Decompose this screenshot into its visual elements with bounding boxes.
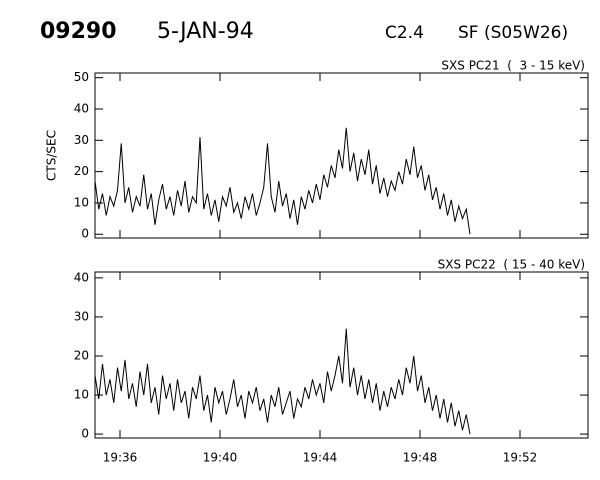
y-tick-label: 10 <box>74 195 89 209</box>
count-rate-line <box>94 328 471 435</box>
x-tick-label: 19:40 <box>203 451 238 465</box>
y-tick-label: 30 <box>74 309 89 323</box>
count-rate-line <box>94 127 471 235</box>
y-tick-label: 20 <box>74 164 89 178</box>
y-tick-label: 0 <box>81 227 89 241</box>
x-tick-label: 19:36 <box>103 451 138 465</box>
plot-frame <box>94 72 589 239</box>
y-tick-label: 40 <box>74 270 89 284</box>
event-number: 09290 <box>40 19 117 44</box>
y-axis-label: CTS/SEC <box>45 130 59 181</box>
panel-title: SXS PC22 ( 15 - 40 keV) <box>438 258 585 272</box>
x-tick-label: 19:48 <box>403 451 438 465</box>
y-tick-label: 30 <box>74 133 89 147</box>
flare-class: C2.4 <box>385 23 424 43</box>
y-tick-label: 0 <box>81 427 89 441</box>
flare-location: SF (S05W26) <box>458 23 568 43</box>
plot-frame <box>94 271 589 439</box>
y-tick-label: 40 <box>74 102 89 116</box>
panel-title: SXS PC21 ( 3 - 15 keV) <box>441 59 585 73</box>
x-tick-label: 19:44 <box>303 451 338 465</box>
date: 5-JAN-94 <box>157 19 254 44</box>
y-tick-label: 20 <box>74 348 89 362</box>
x-tick-label: 19:52 <box>503 451 538 465</box>
y-tick-label: 50 <box>74 70 89 84</box>
y-tick-label: 10 <box>74 388 89 402</box>
